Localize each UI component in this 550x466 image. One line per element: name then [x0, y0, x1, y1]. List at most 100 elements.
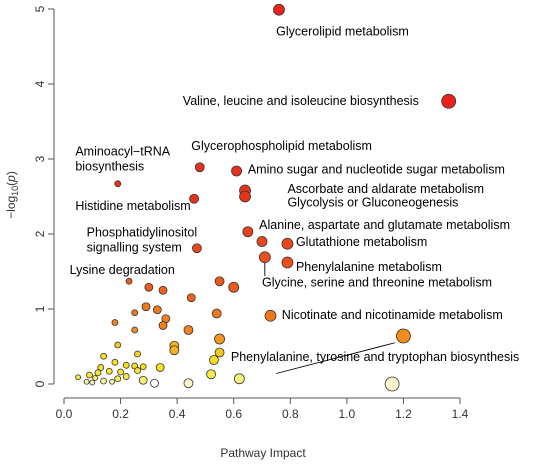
x-axis-title: Pathway Impact	[220, 446, 306, 460]
x-tick-label: 0.8	[282, 407, 299, 421]
pathway-point	[158, 321, 168, 330]
pathway-point	[144, 282, 154, 292]
y-axis-title-close-paren: )	[4, 171, 18, 175]
pathway-point	[114, 375, 122, 383]
pathway-point	[117, 368, 124, 376]
pathway-point	[264, 309, 277, 322]
pathway-point	[111, 358, 119, 366]
leader-lines	[264, 262, 396, 374]
pathway-label: Valine, leucine and isoleucine biosynthe…	[183, 94, 419, 108]
pathway-point	[206, 369, 216, 380]
pathway-point	[83, 378, 90, 385]
annotation-leader-line	[276, 342, 396, 374]
pathway-label: Histidine metabolism	[75, 199, 190, 213]
pathway-point	[189, 193, 200, 204]
x-tick-label: 1.2	[395, 407, 412, 421]
pathway-point	[125, 277, 133, 285]
y-tick-label: 0	[33, 380, 47, 387]
pathway-point	[183, 325, 194, 335]
pathway-label: Phenylalanine metabolism	[296, 260, 442, 274]
pathway-label: Nicotinate and nicotinamide metabolism	[282, 308, 503, 322]
pathway-point	[214, 276, 225, 287]
pathway-point	[152, 305, 162, 315]
pathway-point	[150, 378, 159, 388]
y-axis-title-log: −log	[4, 196, 18, 219]
pathway-point	[256, 236, 268, 247]
pathway-point	[134, 350, 141, 358]
pathway-point	[396, 328, 411, 344]
pathway-point	[384, 376, 400, 392]
pathway-label: Glycine, serine and threonine metabolism	[262, 276, 492, 290]
pathway-label: Amino sugar and nucleotide sugar metabol…	[248, 162, 505, 176]
y-tick-label: 3	[33, 155, 47, 162]
pathway-point	[211, 308, 222, 319]
pathway-point	[281, 237, 294, 250]
pathway-point	[169, 345, 180, 356]
pathway-point	[233, 373, 245, 385]
pathway-label: Lysine degradation	[70, 263, 175, 277]
pathway-point	[186, 293, 196, 303]
pathway-point	[214, 333, 225, 345]
pathway-point	[194, 162, 205, 173]
pathway-point	[158, 285, 168, 295]
pathway-point	[239, 190, 251, 203]
pathway-point	[228, 281, 240, 293]
pathway-point	[281, 256, 294, 269]
pathway-point	[111, 319, 119, 326]
pathway-label: Ascorbate and aldarate metabolism	[287, 182, 484, 196]
data-points	[75, 3, 457, 392]
pathway-label: Glycerophospholipid metabolism	[191, 139, 372, 153]
pathway-point	[109, 378, 115, 385]
pathway-point	[122, 373, 130, 380]
y-tick-label: 4	[33, 80, 47, 87]
x-tick-label: 1.4	[452, 407, 469, 421]
pathway-point	[122, 361, 130, 369]
pathway-point	[134, 367, 141, 374]
pathway-point	[209, 355, 219, 365]
pathway-point	[273, 3, 285, 16]
x-tick-label: 1.0	[339, 407, 356, 421]
pathway-label: Glycolysis or Gluconeogenesis	[287, 195, 458, 209]
pathway-point	[86, 371, 93, 379]
pathway-point	[131, 309, 139, 317]
pathway-point	[138, 375, 148, 385]
pathway-point	[155, 363, 165, 372]
pathway-point	[214, 347, 225, 358]
pathway-point	[105, 367, 113, 375]
pathway-point	[94, 369, 102, 377]
y-axis-title-variable: p	[4, 175, 18, 183]
pathway-label: Glutathione metabolism	[296, 235, 427, 249]
x-tick-label: 0.0	[56, 407, 73, 421]
pathway-label: Phenylalanine, tyrosine and tryptophan b…	[231, 350, 519, 364]
pathway-point	[131, 326, 139, 334]
pathway-point	[139, 363, 147, 371]
pathway-point	[441, 93, 457, 109]
y-axis-title-open-paren: (	[4, 182, 18, 186]
pathway-point	[183, 378, 194, 389]
pathway-label: Aminoacyl−tRNA biosynthesis	[75, 144, 170, 173]
pathway-point	[75, 374, 82, 381]
pathway-point	[100, 352, 107, 360]
x-tick-label: 0.2	[112, 407, 129, 421]
pathway-annotations: Glycerolipid metabolism Valine, leucine a…	[70, 24, 520, 364]
pathway-point	[100, 377, 107, 385]
pathway-label: Phosphatidylinositol signalling system	[87, 225, 198, 254]
y-axis-title: −log10(p)	[4, 171, 20, 219]
pathway-label: Glycerolipid metabolism	[276, 24, 409, 38]
pathway-label: Alanine, aspartate and glutamate metabol…	[259, 218, 510, 232]
pathway-point	[114, 180, 122, 188]
y-tick-label: 5	[33, 5, 47, 12]
x-tick-label: 0.6	[225, 407, 242, 421]
pathway-point	[97, 364, 105, 371]
pathway-point	[89, 379, 96, 386]
pathway-point	[92, 375, 99, 381]
pathway-point	[258, 251, 271, 264]
pathway-point	[242, 226, 254, 238]
x-tick-label: 0.4	[169, 407, 186, 421]
y-tick-label: 1	[33, 305, 47, 312]
pathway-point	[114, 341, 122, 349]
y-tick-label: 2	[33, 230, 47, 237]
pathway-point	[231, 165, 242, 177]
axes: 0.0 0.2 0.4 0.6 0.8 1.0 1.2 1.4 0 1 2 3 4 5	[33, 5, 469, 421]
